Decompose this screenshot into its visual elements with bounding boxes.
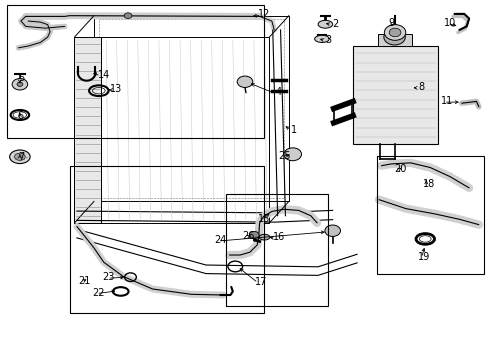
Bar [7, 5, 265, 138]
Text: 25: 25 [279, 151, 291, 161]
Text: 6: 6 [18, 111, 24, 121]
Text: 26: 26 [243, 231, 255, 241]
Text: 11: 11 [441, 96, 453, 107]
Circle shape [384, 24, 406, 40]
Ellipse shape [259, 234, 270, 240]
Text: 2: 2 [332, 18, 338, 28]
Bar [377, 33, 412, 46]
Text: 23: 23 [102, 272, 115, 282]
Bar [74, 37, 101, 223]
Text: 3: 3 [326, 35, 332, 45]
Ellipse shape [15, 153, 25, 160]
Circle shape [325, 225, 341, 237]
Bar [376, 156, 484, 274]
Text: 22: 22 [93, 288, 105, 297]
Text: 19: 19 [418, 252, 430, 262]
Text: 24: 24 [215, 235, 227, 245]
Text: 12: 12 [258, 9, 270, 19]
Ellipse shape [10, 150, 30, 163]
Text: 18: 18 [423, 179, 435, 189]
Circle shape [249, 231, 259, 239]
Ellipse shape [318, 20, 333, 28]
Bar [70, 166, 265, 313]
Bar [353, 46, 439, 144]
Circle shape [384, 29, 405, 45]
Circle shape [12, 78, 28, 90]
Text: 21: 21 [78, 276, 90, 286]
Text: 20: 20 [395, 164, 407, 174]
Circle shape [284, 148, 301, 161]
Text: 16: 16 [273, 232, 285, 242]
Text: 9: 9 [388, 18, 394, 28]
Text: 1: 1 [291, 125, 297, 135]
Text: 7: 7 [18, 152, 24, 162]
Circle shape [124, 13, 132, 18]
Text: 5: 5 [18, 73, 24, 83]
Circle shape [17, 82, 23, 86]
Bar [225, 194, 328, 306]
Circle shape [389, 28, 401, 37]
Text: 14: 14 [98, 69, 110, 80]
Text: 4: 4 [276, 87, 282, 98]
Text: 13: 13 [110, 84, 122, 94]
Text: 10: 10 [443, 18, 456, 28]
Circle shape [237, 76, 253, 87]
Ellipse shape [315, 35, 329, 42]
Text: 17: 17 [255, 277, 267, 287]
Text: 8: 8 [418, 82, 424, 92]
Text: 15: 15 [258, 214, 270, 224]
